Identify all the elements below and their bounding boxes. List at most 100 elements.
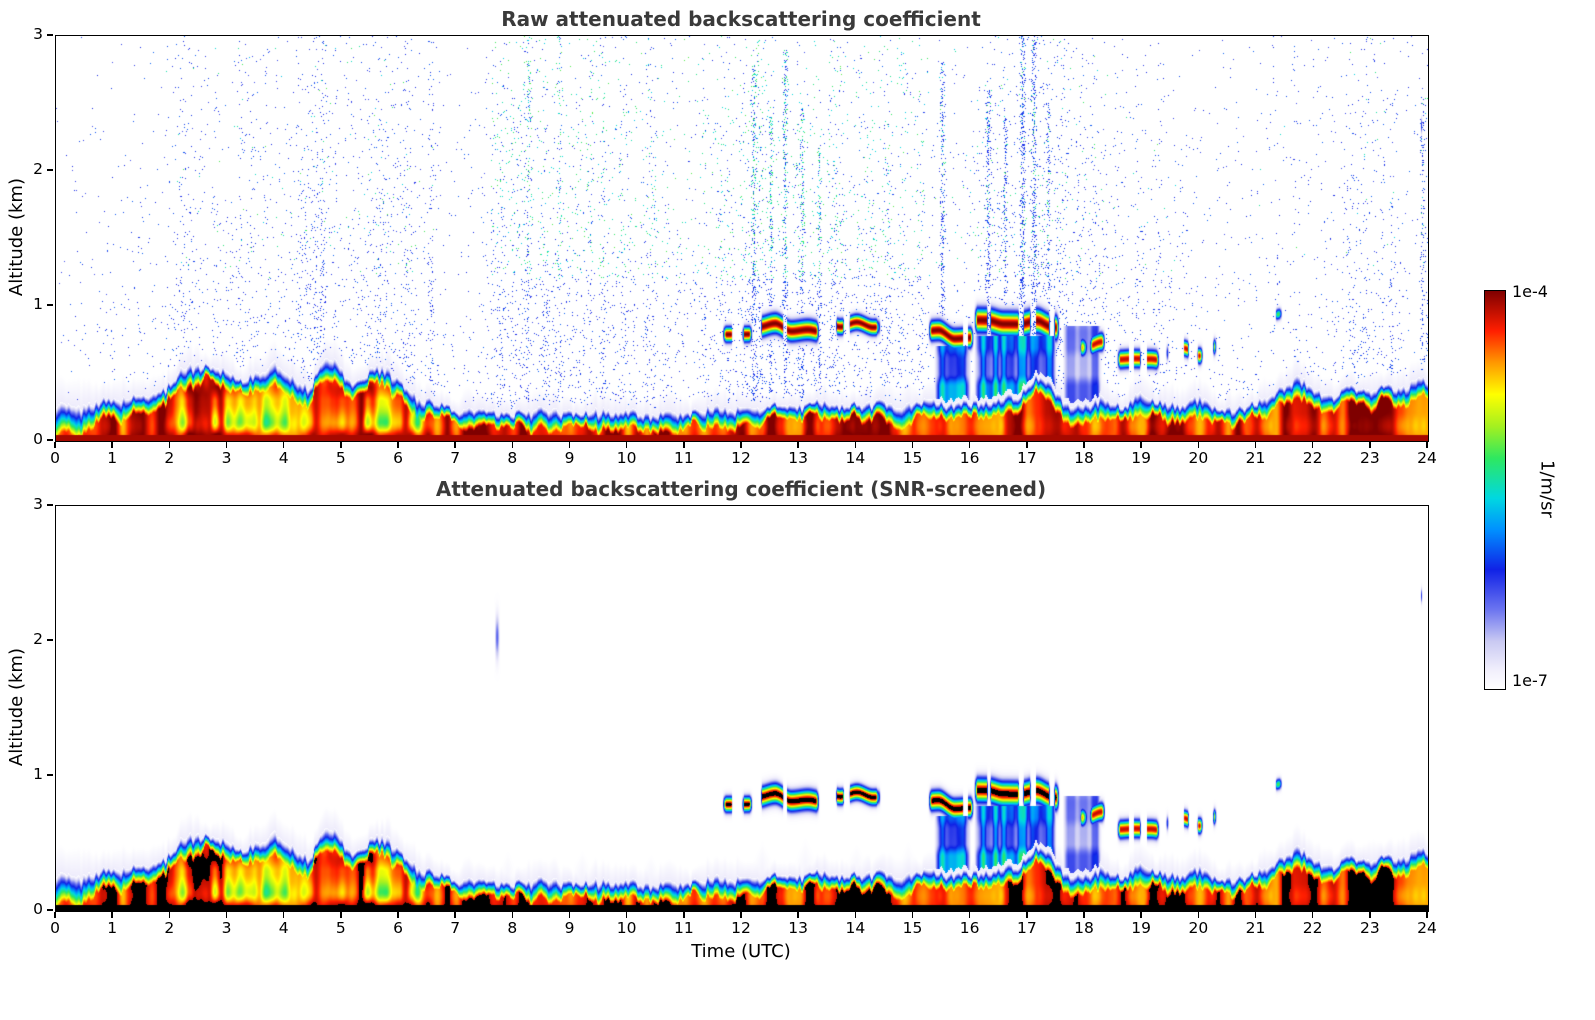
x-tick-label: 1 bbox=[107, 919, 118, 937]
x-tick bbox=[225, 912, 228, 918]
x-tick-label: 23 bbox=[1359, 919, 1380, 937]
x-tick-label: 18 bbox=[1074, 449, 1094, 467]
colorbar bbox=[1484, 290, 1506, 690]
x-tick-label: 14 bbox=[845, 919, 866, 937]
x-tick-label: 18 bbox=[1074, 919, 1094, 937]
x-tick bbox=[625, 442, 628, 448]
x-tick bbox=[683, 442, 685, 448]
y-tick-label: 1 bbox=[33, 765, 43, 783]
colorbar-unit-label: 1/m/sr bbox=[1536, 460, 1558, 518]
x-tick bbox=[340, 442, 342, 448]
x-tick-label: 24 bbox=[1417, 449, 1437, 467]
x-tick bbox=[911, 912, 914, 918]
x-tick bbox=[282, 912, 285, 918]
y-tick bbox=[47, 169, 53, 171]
x-tick-label: 0 bbox=[50, 919, 60, 937]
x-tick bbox=[1083, 912, 1085, 918]
y-tick bbox=[47, 774, 53, 776]
x-tick-label: 4 bbox=[278, 919, 289, 937]
x-tick bbox=[1197, 912, 1200, 918]
x-tick-label: 2 bbox=[164, 919, 175, 937]
x-tick-label: 7 bbox=[450, 919, 461, 937]
x-tick-label: 6 bbox=[393, 449, 403, 467]
x-tick bbox=[968, 912, 971, 918]
x-tick bbox=[111, 912, 113, 918]
x-tick bbox=[568, 442, 571, 448]
x-tick-label: 16 bbox=[959, 919, 980, 937]
x-tick-label: 15 bbox=[902, 919, 923, 937]
x-tick bbox=[397, 442, 399, 448]
x-tick-label: 17 bbox=[1016, 919, 1037, 937]
x-tick-label: 19 bbox=[1131, 449, 1152, 467]
x-tick bbox=[683, 912, 685, 918]
colorbar-max-label: 1e-4 bbox=[1512, 282, 1548, 301]
x-tick bbox=[1426, 912, 1428, 918]
x-tick bbox=[740, 912, 742, 918]
x-tick-label: 3 bbox=[221, 449, 232, 467]
x-tick-label: 23 bbox=[1359, 449, 1380, 467]
x-tick bbox=[454, 442, 456, 448]
x-tick-label: 21 bbox=[1245, 919, 1266, 937]
x-tick-label: 13 bbox=[788, 449, 809, 467]
x-tick-label: 2 bbox=[164, 449, 175, 467]
raw-panel-title: Raw attenuated backscattering coefficien… bbox=[501, 7, 981, 31]
x-tick bbox=[454, 912, 456, 918]
x-tick bbox=[282, 442, 285, 448]
x-tick bbox=[54, 912, 56, 918]
raw-panel-plot-area bbox=[55, 35, 1429, 442]
y-tick-label: 2 bbox=[33, 160, 43, 178]
x-tick-label: 12 bbox=[731, 449, 751, 467]
x-tick-label: 6 bbox=[393, 919, 403, 937]
colorbar-unit-box: 1/m/sr bbox=[1534, 290, 1560, 688]
x-tick bbox=[340, 912, 342, 918]
x-tick bbox=[1311, 442, 1314, 448]
x-tick bbox=[168, 912, 171, 918]
x-tick-label: 10 bbox=[616, 919, 637, 937]
x-tick bbox=[968, 442, 971, 448]
x-tick bbox=[797, 442, 799, 448]
x-tick-label: 12 bbox=[731, 919, 751, 937]
colorbar-min-label: 1e-7 bbox=[1512, 671, 1548, 690]
x-tick bbox=[397, 912, 399, 918]
y-tick-label: 3 bbox=[33, 495, 43, 513]
x-tick-label: 13 bbox=[788, 919, 809, 937]
y-tick bbox=[47, 504, 53, 506]
x-tick-label: 9 bbox=[564, 919, 575, 937]
x-tick-label: 17 bbox=[1016, 449, 1037, 467]
x-axis-label: Time (UTC) bbox=[691, 941, 791, 962]
x-tick-label: 20 bbox=[1188, 919, 1209, 937]
raw-y-axis-label-box: Altitude (km) bbox=[2, 35, 30, 440]
y-tick bbox=[47, 439, 53, 441]
x-tick-label: 3 bbox=[221, 919, 232, 937]
y-tick-label: 2 bbox=[33, 630, 43, 648]
x-tick-label: 11 bbox=[673, 449, 694, 467]
x-tick bbox=[797, 912, 799, 918]
x-tick bbox=[54, 442, 56, 448]
x-tick bbox=[568, 912, 571, 918]
x-tick-label: 9 bbox=[564, 449, 575, 467]
y-tick bbox=[47, 304, 53, 306]
screened-panel-plot-area bbox=[55, 505, 1429, 912]
x-tick-label: 15 bbox=[902, 449, 923, 467]
x-tick-label: 5 bbox=[335, 919, 346, 937]
y-tick bbox=[47, 34, 53, 36]
x-tick bbox=[1369, 912, 1371, 918]
x-tick bbox=[1026, 912, 1028, 918]
x-tick bbox=[168, 442, 171, 448]
x-tick bbox=[625, 912, 628, 918]
x-tick bbox=[1026, 442, 1028, 448]
x-tick-label: 4 bbox=[278, 449, 289, 467]
y-tick-label: 1 bbox=[33, 295, 43, 313]
x-tick-label: 24 bbox=[1417, 919, 1437, 937]
x-tick bbox=[1369, 442, 1371, 448]
y-tick bbox=[47, 909, 53, 911]
screened-y-axis-label-box: Altitude (km) bbox=[2, 505, 30, 910]
y-tick-label: 3 bbox=[33, 25, 43, 43]
x-tick-label: 14 bbox=[845, 449, 866, 467]
x-tick bbox=[1140, 442, 1142, 448]
x-tick-label: 19 bbox=[1131, 919, 1152, 937]
x-tick bbox=[111, 442, 113, 448]
x-tick bbox=[511, 912, 514, 918]
x-tick bbox=[1083, 442, 1085, 448]
